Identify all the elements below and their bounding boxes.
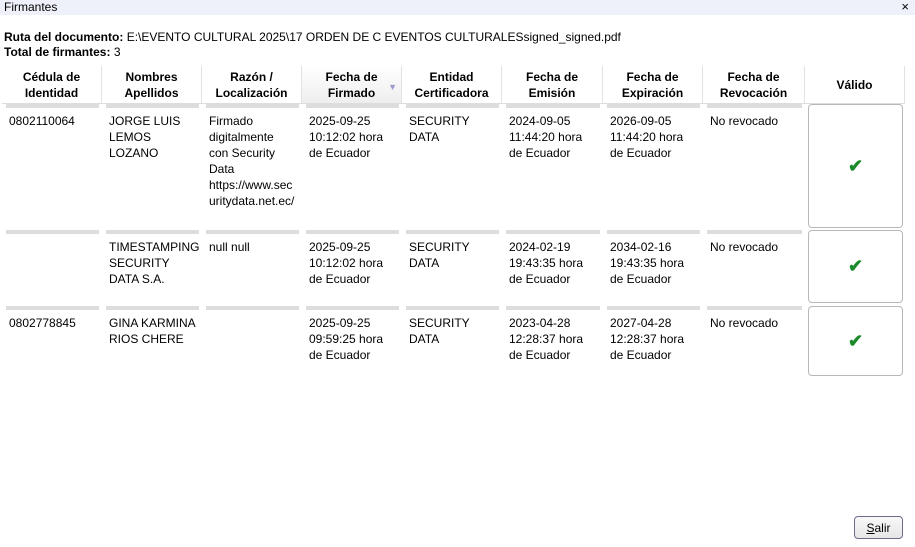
cell-wrap: ✔ [805,104,905,228]
cell-wrap: 2024-09-05 11:44:20 hora de Ecuador [502,104,603,228]
cell-wrap: 2023-04-28 12:28:37 hora de Ecuador [502,306,603,376]
column-header-firmado[interactable]: Fecha de Firmado ▼ [302,66,402,103]
header-line1: Fecha de [525,69,579,84]
check-icon: ✔ [847,155,864,176]
header-line1: Válido [836,77,873,92]
cell-wrap: JORGE LUIS LEMOS LOZANO [102,104,202,228]
cell-wrap: ✔ [805,306,905,376]
cell-nombres: TIMESTAMPING SECURITY DATA S.A. [106,230,199,303]
header-line2: Localización [215,85,288,100]
close-icon[interactable]: × [901,0,909,14]
total-signers: 3 [113,45,121,59]
cell-entidad: SECURITY DATA [406,104,499,228]
cell-expiracion: 2034-02-16 19:43:35 hora de Ecuador [607,230,700,303]
cell-emision: 2024-02-19 19:43:35 hora de Ecuador [506,230,600,303]
document-info: Ruta del documento: E:\EVENTO CULTURAL 2… [4,30,621,60]
cell-wrap: null null [202,230,302,303]
column-header-entidad[interactable]: Entidad Certificadora [402,66,502,103]
cell-revocacion: No revocado [707,104,802,228]
cell-wrap: TIMESTAMPING SECURITY DATA S.A. [102,230,202,303]
cell-emision: 2024-09-05 11:44:20 hora de Ecuador [506,104,600,228]
cell-razon: Firmado digitalmente con Security Data h… [206,104,299,228]
header-line1: Fecha de [626,69,679,84]
header-line2: Expiración [621,85,684,100]
table-header: Cédula de Identidad Nombres Apellidos Razón … [2,66,905,104]
column-header-emision[interactable]: Fecha de Emisión [502,66,603,103]
table-row[interactable]: 0802778845 GINA KARMINA RIOS CHERE 2025-09… [2,306,905,376]
cell-nombres: JORGE LUIS LEMOS LOZANO [106,104,199,228]
check-icon: ✔ [847,256,864,276]
cell-wrap: 2025-09-25 10:12:02 hora de Ecuador [302,230,402,303]
column-header-revocacion[interactable]: Fecha de Revocación [703,66,805,103]
cell-wrap: SECURITY DATA [402,306,502,376]
header-line2: Identidad [24,85,79,100]
valid-cell[interactable]: ✔ [808,230,903,303]
cell-firmado: 2025-09-25 09:59:25 hora de Ecuador [306,306,399,376]
cell-razon: null null [206,230,299,303]
cell-revocacion: No revocado [707,230,802,303]
cell-expiracion: 2027-04-28 12:28:37 hora de Ecuador [607,306,700,376]
cell-firmado: 2025-09-25 10:12:02 hora de Ecuador [306,230,399,303]
cell-razon [206,306,299,376]
cell-wrap: 2025-09-25 09:59:25 hora de Ecuador [302,306,402,376]
table-row[interactable]: 0802110064 JORGE LUIS LEMOS LOZANO Firmado… [2,104,905,228]
valid-cell[interactable]: ✔ [808,104,903,228]
header-line1: Fecha de [727,69,780,84]
column-header-cedula[interactable]: Cédula de Identidad [2,66,102,103]
header-line2: Certificadora [414,85,489,100]
cell-wrap [202,306,302,376]
exit-label: Salir [866,520,891,535]
cell-wrap: 2024-02-19 19:43:35 hora de Ecuador [502,230,603,303]
cell-wrap: SECURITY DATA [402,104,502,228]
column-header-valido[interactable]: Válido [805,66,905,103]
valid-cell[interactable]: ✔ [808,306,903,376]
cell-wrap: GINA KARMINA RIOS CHERE [102,306,202,376]
cell-wrap: SECURITY DATA [402,230,502,303]
cell-wrap: 2027-04-28 12:28:37 hora de Ecuador [603,306,703,376]
cell-entidad: SECURITY DATA [406,230,499,303]
header-line1: Fecha de [325,69,378,84]
document-path: E:\EVENTO CULTURAL 2025\17 ORDEN DE C EV… [126,30,621,44]
header-line2: Revocación [719,85,788,100]
cell-revocacion: No revocado [707,306,802,376]
exit-button[interactable]: Salir [854,516,903,539]
cell-wrap [2,230,102,303]
cell-nombres: GINA KARMINA RIOS CHERE [106,306,199,376]
cell-cedula: 0802110064 [6,104,99,228]
cell-wrap: No revocado [703,306,805,376]
header-line1: Entidad [429,69,474,84]
header-line1: Cédula de [22,69,81,84]
header-line1: Razón / [230,69,273,84]
title-bar: Firmantes × [0,0,915,15]
cell-emision: 2023-04-28 12:28:37 hora de Ecuador [506,306,600,376]
cell-wrap: 2025-09-25 10:12:02 hora de Ecuador [302,104,402,228]
cell-cedula [6,230,99,303]
cell-wrap: ✔ [805,230,905,303]
header-line2: Firmado [327,85,376,100]
column-header-nombres[interactable]: Nombres Apellidos [102,66,202,103]
cell-cedula: 0802778845 [6,306,99,376]
header-line2: Emisión [528,85,576,100]
sort-desc-icon: ▼ [388,82,397,92]
check-icon: ✔ [847,330,864,351]
column-header-expiracion[interactable]: Fecha de Expiración [603,66,703,103]
table-row[interactable]: TIMESTAMPING SECURITY DATA S.A. null null… [2,230,905,303]
cell-expiracion: 2026-09-05 11:44:20 hora de Ecuador [607,104,700,228]
path-label: Ruta del documento: [4,30,124,44]
cell-wrap: No revocado [703,104,805,228]
column-header-razon[interactable]: Razón / Localización [202,66,302,103]
header-line2: Apellidos [124,85,179,100]
cell-wrap: Firmado digitalmente con Security Data h… [202,104,302,228]
cell-wrap: 0802778845 [2,306,102,376]
window-title: Firmantes [4,0,58,14]
cell-wrap: 2034-02-16 19:43:35 hora de Ecuador [603,230,703,303]
cell-wrap: No revocado [703,230,805,303]
cell-entidad: SECURITY DATA [406,306,499,376]
total-label: Total de firmantes: [4,45,111,59]
cell-firmado: 2025-09-25 10:12:02 hora de Ecuador [306,104,399,228]
header-line1: Nombres [125,69,178,84]
cell-wrap: 0802110064 [2,104,102,228]
cell-wrap: 2026-09-05 11:44:20 hora de Ecuador [603,104,703,228]
